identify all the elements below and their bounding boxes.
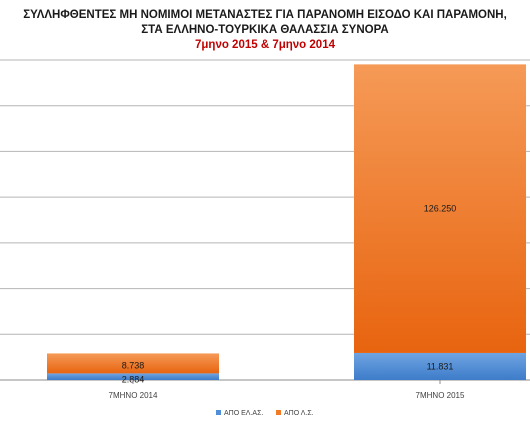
data-label: 11.831 <box>427 361 454 371</box>
bar-segment <box>354 352 526 380</box>
legend-label: ΑΠΟ ΕΛ.ΑΣ. <box>224 410 263 417</box>
data-label: 2.884 <box>122 374 145 384</box>
chart-title-block: ΣΥΛΛΗΦΘΕΝΤΕΣ ΜΗ ΝΟΜΙΜΟΙ ΜΕΤΑΝΑΣΤΕΣ ΓΙΑ Π… <box>0 8 530 53</box>
legend: ΑΠΟ ΕΛ.ΑΣ. ΑΠΟ Λ.Σ. <box>216 410 314 417</box>
bar-segment <box>47 353 219 374</box>
bars <box>47 64 526 380</box>
data-label: 8.738 <box>122 360 145 370</box>
chart-subtitle: 7μηνο 2015 & 7μηνο 2014 <box>194 39 335 51</box>
legend-swatch <box>276 410 281 415</box>
legend-swatch <box>216 410 221 415</box>
x-tick-label: 7ΜΗΝΟ 2014 <box>109 391 158 400</box>
x-axis: 7ΜΗΝΟ 2014 7ΜΗΝΟ 2015 <box>109 380 465 400</box>
chart-title-line-2: ΣΤΑ ΕΛΛΗΝΟ-ΤΟΥΡΚΙΚΑ ΘΑΛΑΣΣΙΑ ΣΥΝΟΡΑ <box>141 24 389 36</box>
chart-title-line-1: ΣΥΛΛΗΦΘΕΝΤΕΣ ΜΗ ΝΟΜΙΜΟΙ ΜΕΤΑΝΑΣΤΕΣ ΓΙΑ Π… <box>23 9 507 21</box>
data-labels: 2.884 8.738 11.831 126.250 <box>122 204 457 385</box>
x-tick-label: 7ΜΗΝΟ 2015 <box>416 391 465 400</box>
bar-segment <box>354 64 526 353</box>
bar-segment <box>47 373 219 380</box>
data-label: 126.250 <box>424 204 457 214</box>
legend-label: ΑΠΟ Λ.Σ. <box>284 410 314 417</box>
